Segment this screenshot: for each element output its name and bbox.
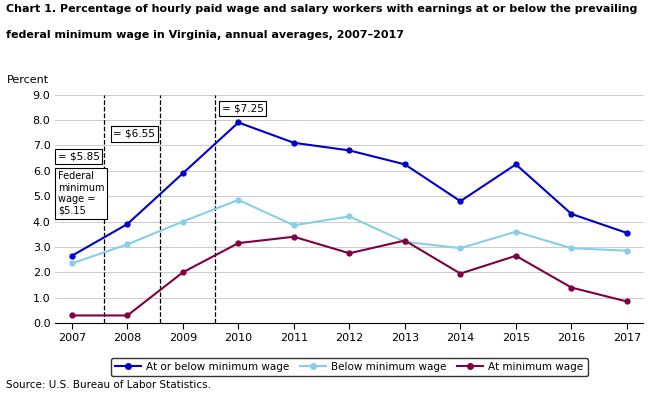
Below minimum wage (456, 246, 464, 251)
Line: At minimum wage: At minimum wage (70, 234, 629, 318)
At or below minimum wage (623, 230, 630, 235)
At or below minimum wage (179, 171, 187, 176)
At minimum wage (290, 234, 298, 239)
Text: Chart 1. Percentage of hourly paid wage and salary workers with earnings at or b: Chart 1. Percentage of hourly paid wage … (6, 4, 638, 14)
Text: = $7.25: = $7.25 (222, 104, 264, 113)
Text: Percent: Percent (6, 75, 49, 85)
At or below minimum wage (290, 140, 298, 145)
Below minimum wage (68, 261, 76, 266)
Text: Federal
minimum
wage =
$5.15: Federal minimum wage = $5.15 (58, 171, 105, 216)
At minimum wage (456, 271, 464, 276)
At or below minimum wage (456, 199, 464, 204)
Line: At or below minimum wage: At or below minimum wage (70, 120, 629, 258)
At or below minimum wage (345, 148, 353, 153)
At or below minimum wage (124, 222, 131, 227)
At minimum wage (124, 313, 131, 318)
At minimum wage (235, 241, 242, 245)
Text: = $5.85: = $5.85 (58, 152, 100, 162)
At or below minimum wage (512, 162, 520, 167)
Text: = $6.55: = $6.55 (114, 129, 155, 139)
Text: Source: U.S. Bureau of Labor Statistics.: Source: U.S. Bureau of Labor Statistics. (6, 380, 211, 390)
Below minimum wage (345, 214, 353, 219)
At minimum wage (623, 299, 630, 304)
Below minimum wage (235, 197, 242, 202)
Legend: At or below minimum wage, Below minimum wage, At minimum wage: At or below minimum wage, Below minimum … (111, 358, 588, 376)
At minimum wage (401, 238, 409, 243)
Below minimum wage (512, 229, 520, 234)
At or below minimum wage (68, 253, 76, 258)
At minimum wage (567, 285, 575, 290)
At or below minimum wage (235, 120, 242, 125)
Below minimum wage (290, 223, 298, 228)
Line: Below minimum wage: Below minimum wage (70, 197, 629, 266)
At minimum wage (345, 251, 353, 256)
Below minimum wage (623, 248, 630, 253)
At minimum wage (68, 313, 76, 318)
Below minimum wage (179, 219, 187, 224)
At minimum wage (179, 270, 187, 275)
Below minimum wage (567, 246, 575, 251)
At or below minimum wage (401, 162, 409, 167)
At or below minimum wage (567, 212, 575, 216)
Below minimum wage (401, 240, 409, 244)
At minimum wage (512, 253, 520, 258)
Text: federal minimum wage in Virginia, annual averages, 2007–2017: federal minimum wage in Virginia, annual… (6, 30, 404, 39)
Below minimum wage (124, 242, 131, 247)
